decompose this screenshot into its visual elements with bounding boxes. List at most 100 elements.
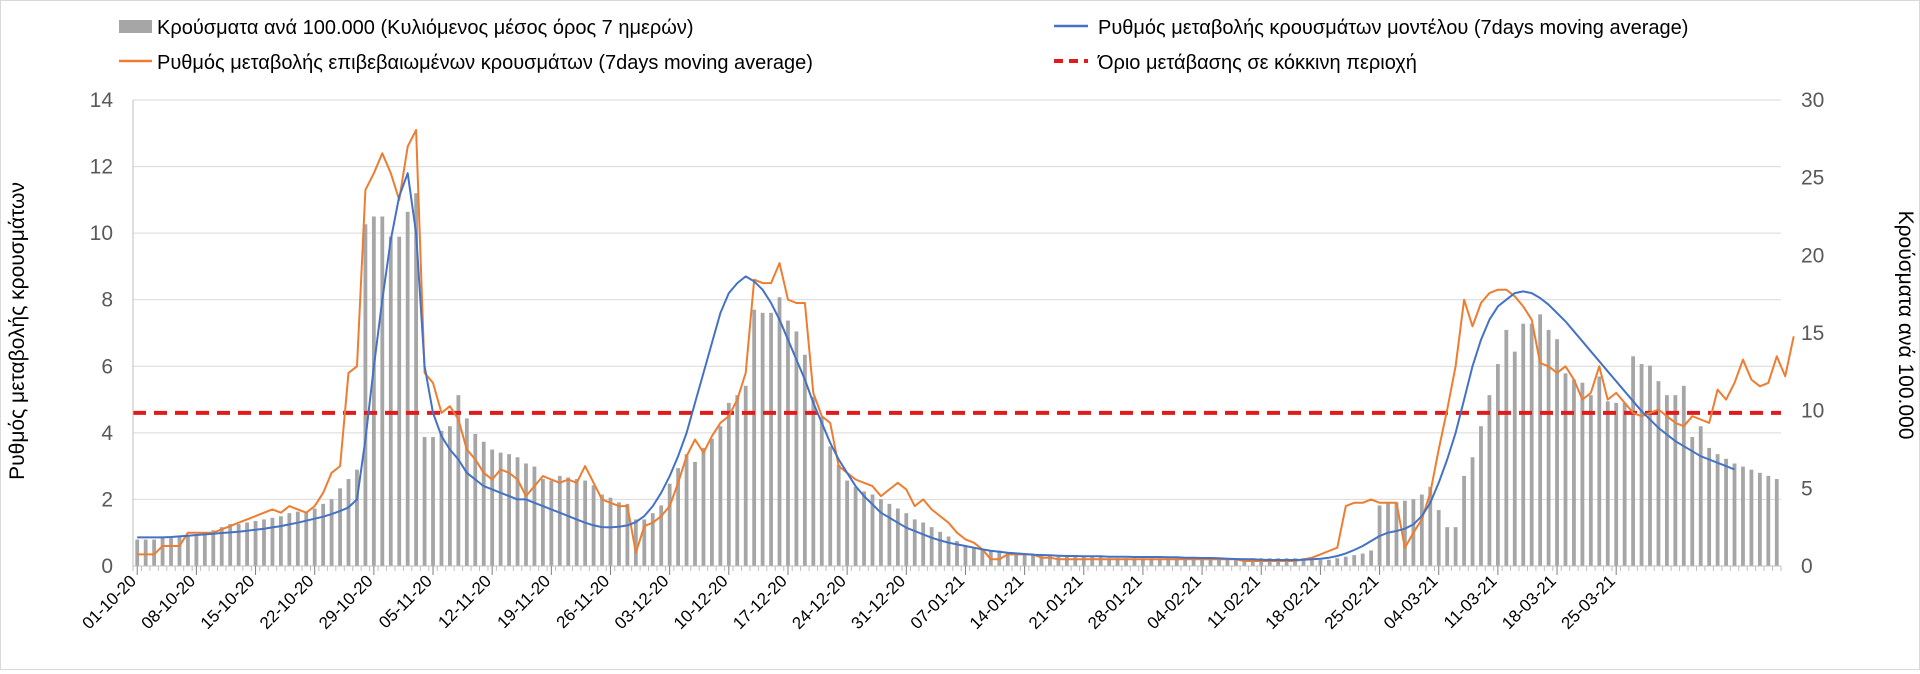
bar bbox=[963, 545, 968, 566]
left-y-tick-label: 8 bbox=[101, 289, 113, 312]
bar bbox=[667, 483, 672, 566]
bar bbox=[490, 449, 495, 566]
bar bbox=[1757, 472, 1762, 566]
bar bbox=[726, 402, 731, 566]
bar bbox=[600, 494, 604, 566]
bar bbox=[1293, 558, 1297, 566]
x-tick-label: 15-10-20 bbox=[197, 571, 259, 633]
bar bbox=[464, 418, 469, 566]
bar bbox=[422, 437, 427, 566]
bar bbox=[557, 475, 562, 566]
right-y-tick-label: 30 bbox=[1801, 89, 1824, 112]
bar bbox=[1774, 479, 1779, 566]
left-y-tick-label: 4 bbox=[101, 422, 113, 445]
bar bbox=[1081, 556, 1086, 566]
left-y-tick-label: 0 bbox=[101, 555, 113, 578]
bar bbox=[794, 331, 799, 566]
bar bbox=[169, 538, 173, 566]
bar bbox=[202, 533, 207, 566]
x-tick-label: 10-12-20 bbox=[670, 571, 732, 633]
bar bbox=[1166, 558, 1171, 566]
bar bbox=[1335, 558, 1340, 566]
x-tick-label: 04-02-21 bbox=[1143, 571, 1205, 633]
bar bbox=[633, 519, 638, 566]
right-y-tick-label: 0 bbox=[1801, 555, 1813, 578]
bar bbox=[912, 519, 917, 566]
x-tick-label: 29-10-20 bbox=[315, 571, 377, 633]
bar bbox=[887, 503, 892, 566]
bar bbox=[718, 426, 723, 566]
x-tick-label: 22-10-20 bbox=[256, 571, 318, 633]
bar bbox=[295, 511, 300, 566]
bar bbox=[355, 469, 359, 566]
bar bbox=[1521, 323, 1526, 566]
bar bbox=[1597, 376, 1602, 566]
bar bbox=[1512, 351, 1517, 566]
bar bbox=[549, 480, 554, 566]
bar bbox=[1301, 558, 1306, 566]
x-tick-label: 31-12-20 bbox=[848, 571, 910, 633]
bar bbox=[1259, 558, 1264, 566]
bar bbox=[1555, 339, 1559, 566]
bar bbox=[1149, 558, 1154, 566]
bar bbox=[481, 441, 486, 566]
bar bbox=[879, 499, 883, 566]
x-tick-label: 03-12-20 bbox=[611, 571, 673, 633]
bar bbox=[870, 494, 875, 566]
bar bbox=[1183, 558, 1188, 566]
bar bbox=[1022, 553, 1027, 566]
bar bbox=[1174, 558, 1179, 566]
bar bbox=[786, 320, 790, 566]
left-y-tick-label: 12 bbox=[90, 156, 113, 179]
bar bbox=[938, 531, 942, 566]
x-tick-label: 11-03-21 bbox=[1440, 571, 1501, 632]
bar bbox=[659, 505, 664, 566]
bar bbox=[1588, 395, 1593, 566]
legend-bars-label: Κρούσματα ανά 100.000 (Κυλιόμενος μέσος … bbox=[157, 17, 694, 39]
axes bbox=[132, 100, 1782, 575]
x-tick-label: 12-11-20 bbox=[434, 571, 495, 632]
bar bbox=[743, 385, 748, 566]
bar bbox=[1267, 558, 1272, 566]
bar bbox=[1639, 364, 1644, 566]
bar bbox=[1360, 553, 1365, 566]
legend-model-label: Ρυθμός μεταβολής κρουσμάτων μοντέλου (7d… bbox=[1098, 17, 1688, 39]
bar bbox=[1546, 329, 1551, 566]
bar bbox=[1724, 458, 1728, 566]
bar bbox=[152, 539, 157, 566]
bar bbox=[1572, 379, 1576, 566]
left-y-tick-label: 6 bbox=[101, 355, 113, 378]
bar bbox=[1529, 323, 1534, 566]
right-y-tick-label: 20 bbox=[1801, 244, 1824, 267]
bar bbox=[405, 211, 410, 566]
bar bbox=[1462, 475, 1466, 566]
bar bbox=[219, 527, 224, 566]
bar bbox=[972, 547, 976, 566]
bar bbox=[1115, 558, 1120, 566]
bar bbox=[769, 312, 773, 566]
bar bbox=[608, 497, 613, 566]
left-axis-title: Ρυθμός μεταβολής κρουσμάτων bbox=[6, 182, 29, 480]
bar bbox=[1048, 555, 1052, 566]
bar bbox=[1741, 466, 1745, 566]
bar bbox=[540, 479, 545, 566]
legend-threshold-label: Όριο μετάβασης σε κόκκινη περιοχή bbox=[1097, 52, 1417, 74]
bar bbox=[693, 461, 697, 566]
bar bbox=[1352, 555, 1357, 566]
bar bbox=[228, 524, 233, 566]
right-y-tick-label: 5 bbox=[1801, 477, 1813, 500]
bar bbox=[473, 433, 478, 566]
bar bbox=[1124, 558, 1128, 566]
bar bbox=[735, 395, 740, 566]
bar bbox=[895, 508, 900, 566]
bar bbox=[802, 354, 807, 566]
bar bbox=[1208, 558, 1213, 566]
bar bbox=[1064, 556, 1069, 566]
bar bbox=[955, 541, 959, 566]
x-tick-label: 17-12-20 bbox=[729, 571, 791, 633]
bar bbox=[1690, 437, 1695, 566]
bar bbox=[1233, 558, 1238, 566]
right-y-tick-label: 10 bbox=[1801, 400, 1824, 423]
